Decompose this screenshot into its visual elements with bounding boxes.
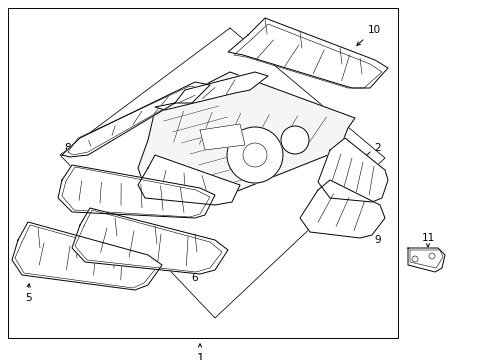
- Circle shape: [281, 126, 308, 154]
- Text: 2: 2: [374, 143, 381, 153]
- Polygon shape: [317, 138, 387, 202]
- Text: 11: 11: [421, 233, 434, 243]
- Polygon shape: [62, 82, 209, 157]
- Polygon shape: [138, 155, 240, 205]
- Circle shape: [226, 127, 283, 183]
- Polygon shape: [227, 18, 387, 88]
- Bar: [8, 8, 397, 338]
- Text: 3: 3: [211, 101, 218, 111]
- Polygon shape: [299, 180, 384, 238]
- Polygon shape: [155, 72, 267, 110]
- Text: 10: 10: [367, 25, 380, 35]
- Polygon shape: [200, 124, 244, 150]
- Polygon shape: [12, 222, 162, 290]
- Text: 5: 5: [24, 293, 31, 303]
- Polygon shape: [138, 72, 354, 200]
- Polygon shape: [72, 208, 227, 274]
- Polygon shape: [407, 248, 444, 272]
- Text: 9: 9: [374, 235, 381, 245]
- Text: 6: 6: [191, 273, 198, 283]
- Text: 7: 7: [86, 171, 93, 181]
- Text: 8: 8: [64, 143, 71, 153]
- Polygon shape: [58, 165, 215, 218]
- Text: 4: 4: [214, 193, 221, 203]
- Text: 1: 1: [196, 352, 203, 360]
